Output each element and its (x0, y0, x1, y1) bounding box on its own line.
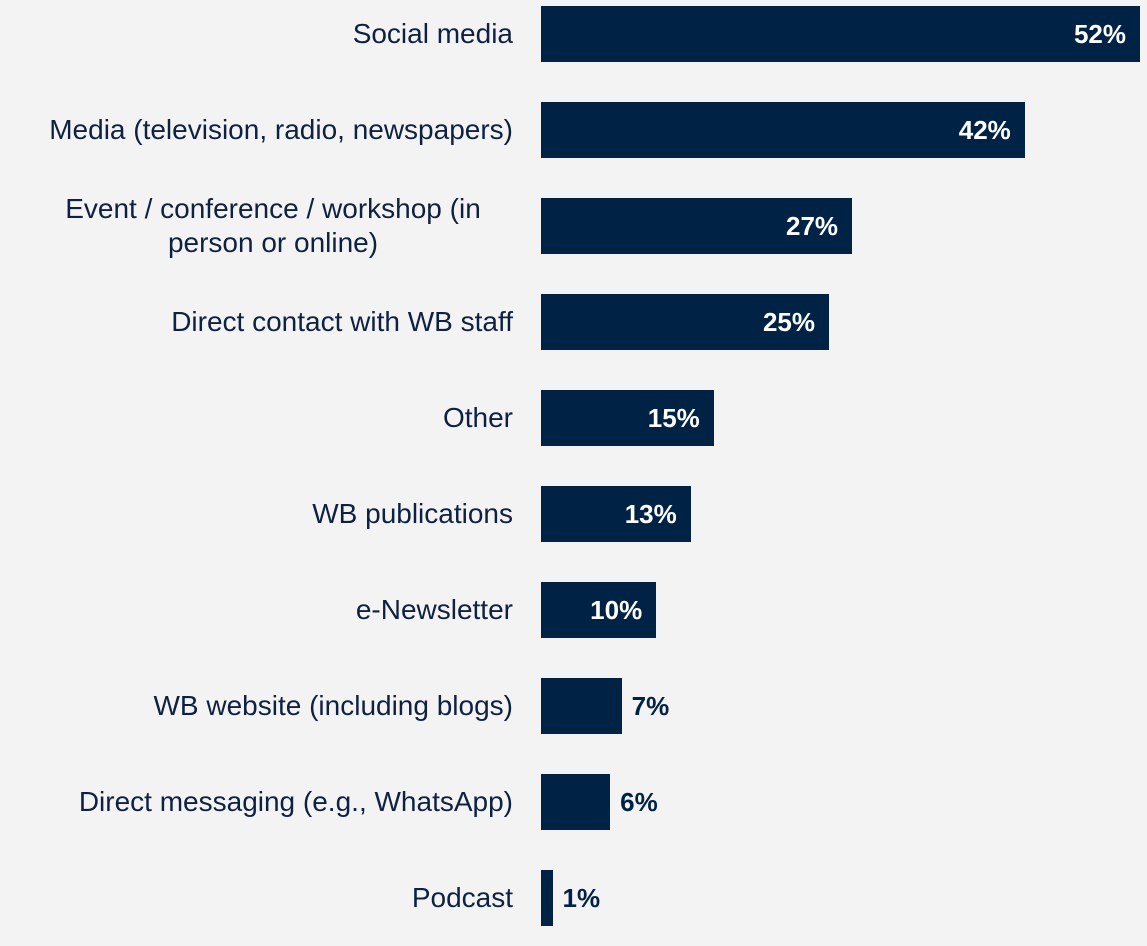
bar (541, 102, 1025, 158)
category-label: Media (television, radio, newspapers) (49, 82, 513, 178)
category-label: Social media (353, 0, 513, 82)
value-label: 10% (590, 595, 643, 625)
bar (541, 774, 611, 830)
category-text: Event / conference / workshop (in person… (65, 193, 481, 258)
category-label: Podcast (412, 850, 513, 946)
category-text: Direct messaging (e.g., WhatsApp) (78, 786, 513, 817)
bar (541, 870, 553, 926)
category-label: WB website (including blogs) (154, 658, 514, 754)
category-label: WB publications (312, 466, 513, 562)
category-text: Social media (352, 18, 513, 49)
bar (541, 486, 691, 542)
value-label: 25% (762, 307, 815, 337)
chart: Social media 52% Media (television, radio,… (33, 0, 1140, 926)
category-label: e-Newsletter (356, 562, 513, 658)
bar (541, 582, 657, 638)
category-text: e-Newsletter (355, 594, 513, 625)
value-label: 52% (1073, 19, 1126, 49)
category-text: Media (television, radio, newspapers) (49, 114, 513, 145)
bar (541, 6, 1140, 62)
category-text: Other (442, 402, 513, 433)
value-label: 1% (562, 883, 601, 913)
category-text: WB publications (312, 498, 513, 529)
bar (541, 678, 622, 734)
bar (541, 198, 853, 254)
category-text: WB website (including blogs) (153, 690, 514, 721)
category-text: Podcast (411, 882, 513, 913)
value-label: 13% (624, 499, 677, 529)
value-label: 42% (958, 115, 1011, 145)
bar (541, 390, 714, 446)
value-label: 6% (620, 787, 658, 817)
value-label: 27% (785, 211, 839, 241)
bar (541, 294, 829, 350)
category-label: Direct contact with WB staff (171, 274, 513, 370)
category-text: Direct contact with WB staff (171, 306, 513, 337)
category-label: Event / conference / workshop (in person… (33, 178, 513, 274)
category-label: Other (443, 370, 513, 466)
value-label: 15% (647, 403, 700, 433)
category-label: Direct messaging (e.g., WhatsApp) (79, 754, 513, 850)
value-label: 7% (631, 691, 670, 721)
